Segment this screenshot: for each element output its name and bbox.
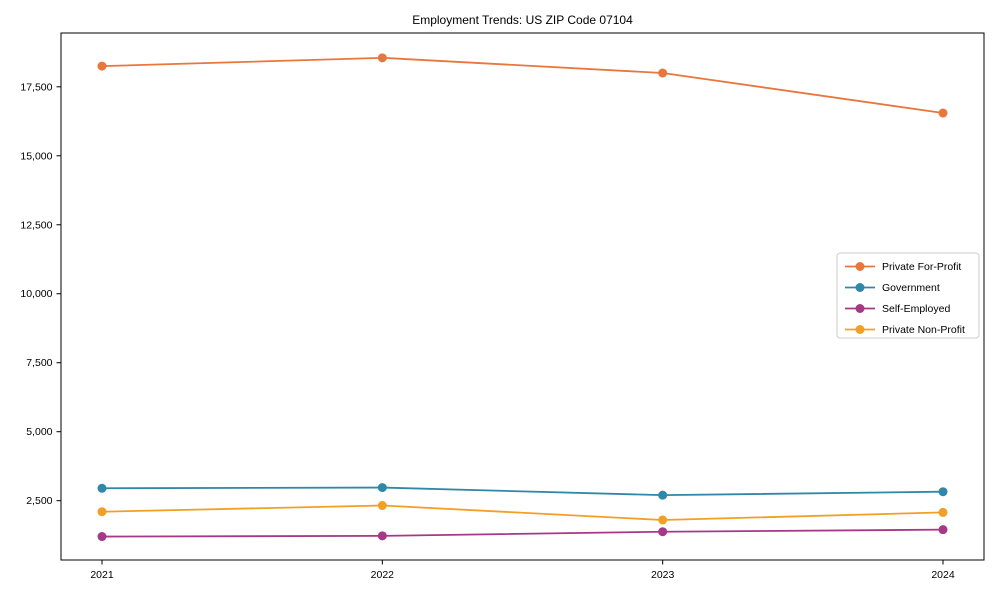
series-line bbox=[101, 56, 944, 114]
series-line bbox=[101, 528, 944, 538]
x-tick-label: 2023 bbox=[651, 569, 675, 581]
data-point bbox=[97, 483, 107, 493]
x-tick-label: 2021 bbox=[90, 569, 114, 581]
data-point bbox=[938, 487, 948, 497]
data-point bbox=[658, 490, 668, 500]
x-tick-label: 2024 bbox=[931, 569, 955, 581]
data-point bbox=[658, 527, 668, 537]
series-line bbox=[101, 486, 944, 497]
data-point bbox=[97, 532, 107, 542]
legend-label: Self-Employed bbox=[882, 303, 950, 315]
legend-item: Private Non-Profit bbox=[845, 324, 965, 336]
legend-box bbox=[836, 252, 980, 339]
data-point bbox=[97, 507, 107, 517]
y-tick-label: 5,000 bbox=[26, 426, 52, 438]
legend-label: Private Non-Profit bbox=[882, 324, 965, 336]
data-point bbox=[658, 515, 668, 525]
y-tick-label: 12,500 bbox=[20, 219, 52, 231]
legend-marker-icon bbox=[855, 262, 865, 271]
data-point bbox=[938, 525, 948, 535]
legend-item: Self-Employed bbox=[845, 303, 950, 315]
legend-label: Government bbox=[882, 282, 940, 294]
data-point bbox=[938, 108, 948, 118]
legend: Private For-Profit Government Self-Employe… bbox=[836, 252, 980, 339]
series-line bbox=[101, 504, 944, 521]
data-point bbox=[377, 501, 387, 511]
y-tick-label: 2,500 bbox=[26, 495, 52, 507]
plot-border bbox=[60, 32, 985, 561]
data-point bbox=[377, 531, 387, 541]
data-point bbox=[377, 483, 387, 493]
legend-marker-icon bbox=[855, 325, 865, 334]
x-tick-label: 2022 bbox=[371, 569, 395, 581]
legend-item: Government bbox=[845, 282, 940, 294]
legend-marker-icon bbox=[855, 304, 865, 313]
y-tick-label: 7,500 bbox=[26, 357, 52, 369]
legend-label: Private For-Profit bbox=[882, 261, 961, 273]
chart-title: Employment Trends: US ZIP Code 07104 bbox=[412, 13, 633, 27]
y-tick-label: 15,000 bbox=[20, 150, 52, 162]
data-point bbox=[938, 507, 948, 517]
legend-marker-icon bbox=[855, 283, 865, 292]
data-point bbox=[97, 61, 107, 71]
data-point bbox=[377, 53, 387, 63]
data-point bbox=[658, 68, 668, 78]
y-tick-label: 17,500 bbox=[20, 81, 52, 93]
legend-item: Private For-Profit bbox=[845, 261, 961, 273]
y-tick-label: 10,000 bbox=[20, 288, 52, 300]
